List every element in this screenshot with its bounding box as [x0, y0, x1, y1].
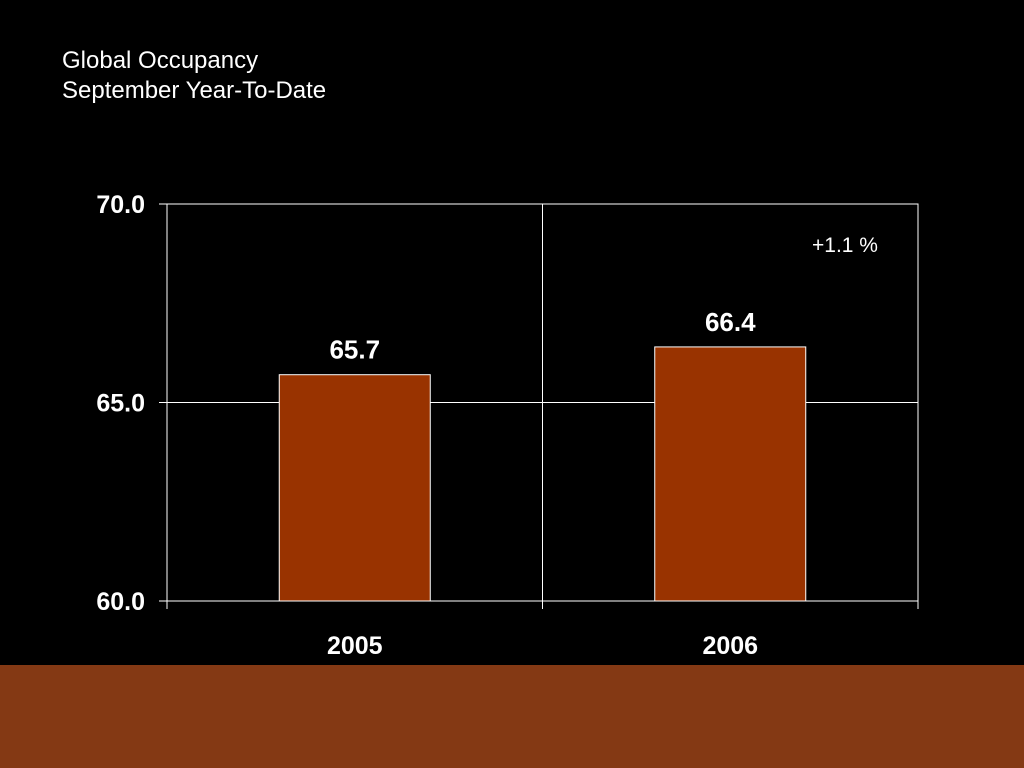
- change-annotation: +1.1 %: [812, 234, 878, 257]
- bar-2006: [654, 346, 807, 602]
- bar-2005: [278, 374, 431, 602]
- slide-title: Global Occupancy: [62, 47, 259, 74]
- occupancy-bar-chart: 60.0 65.0 70.0 65.7 2005 66.4 2006 +1.1 %: [96, 191, 919, 660]
- slide-subtitle: September Year-To-Date: [62, 77, 327, 104]
- y-tick-label: 60.0: [96, 588, 145, 616]
- value-label-2005: 65.7: [329, 335, 380, 365]
- y-tick-label: 65.0: [96, 390, 145, 418]
- x-tick-label-2006: 2006: [702, 632, 758, 660]
- footer-band: [0, 665, 1024, 768]
- x-tick-label-2005: 2005: [327, 632, 383, 660]
- value-label-2006: 66.4: [705, 307, 756, 337]
- y-tick-label: 70.0: [96, 191, 145, 219]
- slide-title-block: Global Occupancy September Year-To-Date: [62, 46, 326, 106]
